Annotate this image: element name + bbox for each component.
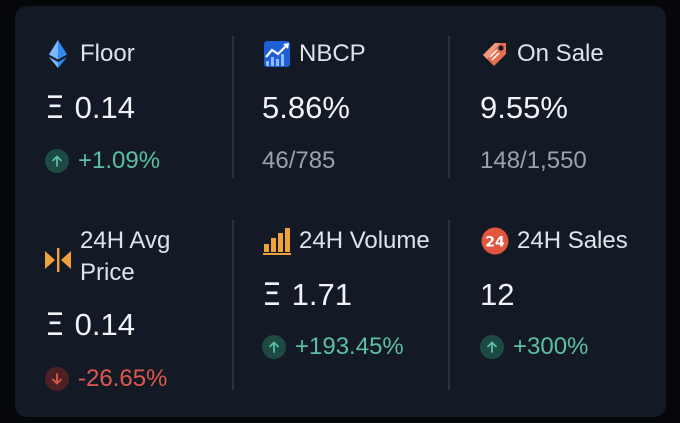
column-divider bbox=[232, 220, 234, 390]
ethereum-icon bbox=[49, 40, 67, 68]
stat-label: On Sale bbox=[517, 40, 604, 67]
stat-floor[interactable]: Floor Ξ 0.14 +1.09% bbox=[15, 6, 232, 201]
eth-symbol: Ξ bbox=[45, 90, 65, 126]
volume-change: +193.45% bbox=[262, 332, 404, 362]
stat-on-sale[interactable]: On Sale 9.55% 148/1,550 bbox=[450, 6, 666, 201]
stat-volume[interactable]: 24H Volume Ξ 1.71 +193.45% bbox=[234, 201, 448, 417]
column-divider bbox=[448, 36, 450, 178]
trend-chart-icon bbox=[264, 41, 290, 67]
stat-label: 24H Avg Price bbox=[80, 227, 171, 286]
on-sale-ratio: 148/1,550 bbox=[480, 147, 587, 174]
column-divider bbox=[232, 36, 234, 178]
avg-price-change: -26.65% bbox=[45, 364, 167, 394]
floor-change: +1.09% bbox=[45, 146, 160, 176]
stat-label: 24H Volume bbox=[299, 227, 430, 254]
price-tag-icon bbox=[483, 43, 506, 66]
stat-avg-price[interactable]: 24H Avg Price Ξ 0.14 -26.65% bbox=[15, 201, 232, 417]
column-divider bbox=[448, 220, 450, 390]
svg-text:24: 24 bbox=[485, 235, 505, 251]
floor-price-value: Ξ 0.14 bbox=[45, 90, 135, 126]
average-arrows-icon bbox=[45, 248, 71, 272]
nbcp-value: 5.86% bbox=[262, 90, 350, 125]
arrow-down-icon bbox=[45, 367, 69, 391]
on-sale-value: 9.55% bbox=[480, 90, 568, 125]
nbcp-ratio: 46/785 bbox=[262, 147, 336, 174]
arrow-up-icon bbox=[262, 335, 286, 359]
stat-label: 24H Sales bbox=[517, 227, 628, 254]
bar-chart-icon bbox=[263, 228, 291, 255]
stat-label: Floor bbox=[80, 40, 135, 67]
sales-value: 12 bbox=[480, 277, 515, 312]
stat-nbcp[interactable]: NBCP 5.86% 46/785 bbox=[234, 6, 448, 201]
avg-price-value: Ξ 0.14 bbox=[45, 307, 135, 343]
eth-symbol: Ξ bbox=[262, 277, 282, 313]
collection-stats-card: Floor Ξ 0.14 +1.09% NBCP 5.86% bbox=[15, 6, 666, 417]
24-badge-icon: 24 bbox=[481, 227, 509, 255]
arrow-up-icon bbox=[480, 335, 504, 359]
stat-sales[interactable]: 24 24H Sales 12 +300% bbox=[450, 201, 666, 417]
sales-change: +300% bbox=[480, 332, 588, 362]
arrow-up-icon bbox=[45, 149, 69, 173]
eth-symbol: Ξ bbox=[45, 307, 65, 343]
volume-value: Ξ 1.71 bbox=[262, 277, 352, 313]
stat-label: NBCP bbox=[299, 40, 366, 67]
